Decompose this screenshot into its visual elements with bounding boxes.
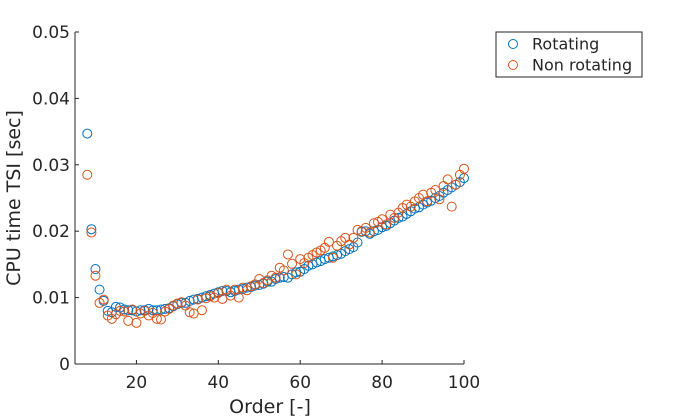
- data-point: [184, 307, 195, 318]
- x-tick-label: 60: [289, 373, 311, 393]
- data-point: [98, 294, 109, 305]
- data-point: [446, 201, 457, 212]
- data-points: [82, 128, 469, 328]
- plot-axes: [74, 32, 464, 365]
- y-axis-label: CPU time TSI [sec]: [3, 110, 25, 286]
- x-axis-label: Order [-]: [229, 396, 311, 418]
- data-point: [151, 313, 162, 324]
- data-point: [287, 258, 298, 269]
- y-tick-label: 0.03: [32, 156, 70, 176]
- data-point: [323, 236, 334, 247]
- data-point: [135, 305, 146, 316]
- x-tick-label: 80: [371, 373, 393, 393]
- data-point: [422, 196, 433, 207]
- x-tick-label: 20: [126, 373, 148, 393]
- data-point: [278, 265, 289, 276]
- data-point: [434, 194, 445, 205]
- series-0: [82, 128, 469, 318]
- data-point: [90, 264, 101, 275]
- x-tick-label: 100: [448, 373, 480, 393]
- tick-labels: 20 40 60 80 100 0 0.01 0.02 0.03 0.04 0.05: [32, 23, 480, 393]
- data-point: [381, 219, 392, 230]
- legend: Rotating Non rotating: [495, 31, 643, 78]
- tick-marks: [75, 31, 465, 365]
- data-point: [131, 317, 142, 328]
- data-point: [368, 218, 379, 229]
- data-point: [90, 270, 101, 281]
- legend-label-rotating: Rotating: [532, 35, 599, 54]
- legend-marker-non-rotating: [508, 60, 518, 70]
- data-point: [450, 179, 461, 190]
- data-point: [86, 224, 97, 235]
- series-1: [82, 163, 469, 328]
- data-point: [430, 185, 441, 196]
- data-point: [282, 249, 293, 260]
- data-point: [82, 128, 93, 139]
- data-point: [196, 305, 207, 316]
- y-tick-label: 0: [59, 355, 70, 375]
- data-point: [270, 272, 281, 283]
- data-point: [123, 315, 134, 326]
- data-point: [442, 174, 453, 185]
- data-point: [233, 292, 244, 303]
- data-point: [327, 252, 338, 263]
- y-tick-label: 0.05: [32, 23, 70, 43]
- x-tick-label: 40: [207, 373, 229, 393]
- data-point: [94, 284, 105, 295]
- data-point: [123, 305, 134, 316]
- data-point: [115, 305, 126, 316]
- data-point: [192, 294, 203, 305]
- data-point: [459, 163, 469, 174]
- data-point: [86, 227, 97, 238]
- y-tick-label: 0.01: [32, 289, 70, 309]
- legend-label-non-rotating: Non rotating: [532, 56, 632, 75]
- data-point: [364, 227, 375, 238]
- legend-marker-rotating: [508, 39, 518, 49]
- data-point: [155, 314, 166, 325]
- y-tick-label: 0.04: [32, 89, 70, 109]
- y-tick-label: 0.02: [32, 222, 70, 242]
- legend-box: [495, 31, 643, 78]
- data-point: [127, 304, 138, 315]
- data-point: [82, 169, 93, 180]
- data-point: [291, 269, 302, 280]
- data-point: [348, 232, 359, 243]
